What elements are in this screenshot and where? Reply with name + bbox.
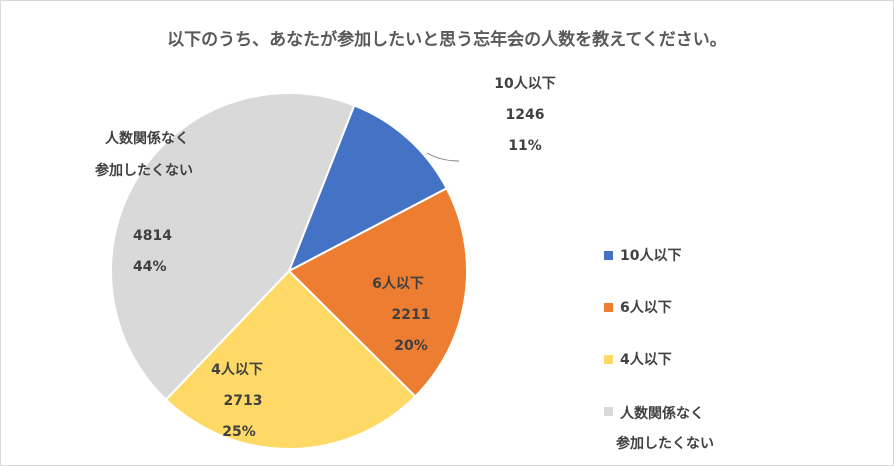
legend-swatch-4 xyxy=(604,355,613,364)
data-label-4: 4人以下 2713 25% xyxy=(197,355,277,448)
data-label-10-name: 10人以下 xyxy=(494,76,556,92)
data-label-none-name: 人数関係なく 参加したくない xyxy=(95,123,193,187)
data-label-10: 10人以下 1246 11% xyxy=(485,69,565,162)
legend-label-10: 10人以下 xyxy=(620,248,682,264)
legend-label-none-line1: 人数関係なく xyxy=(620,406,704,422)
legend-swatch-10 xyxy=(604,251,613,260)
pie-slice-none xyxy=(110,92,356,402)
data-label-none-percent: 44% xyxy=(133,259,167,275)
data-label-6: 6人以下 2211 20% xyxy=(353,269,443,362)
pie-slice-4 xyxy=(164,269,417,450)
data-label-none-value: 4814 xyxy=(133,228,172,244)
legend-label-4: 4人以下 xyxy=(620,352,672,368)
legend-swatch-6 xyxy=(604,303,613,312)
pie-slice-6 xyxy=(287,187,468,398)
pie-slice-10 xyxy=(287,104,449,274)
legend-label-none: 人数関係なく 参加したくない xyxy=(616,399,714,459)
data-label-6-value: 2211 xyxy=(391,307,431,323)
data-label-10-value: 1246 xyxy=(505,107,545,123)
data-label-4-percent: 25% xyxy=(222,424,256,440)
data-label-10-percent: 11% xyxy=(508,138,542,154)
data-label-none-line1: 人数関係なく xyxy=(105,131,189,147)
legend-label-none-line2: 参加したくない xyxy=(616,436,714,452)
data-label-6-name: 6人以下 xyxy=(372,276,424,292)
data-label-none-values: 4814 44% xyxy=(133,221,172,283)
data-label-4-name: 4人以下 xyxy=(211,362,263,378)
data-label-4-value: 2713 xyxy=(223,393,263,409)
legend-label-6: 6人以下 xyxy=(620,300,672,316)
data-label-6-percent: 20% xyxy=(394,338,428,354)
chart-title: 以下のうち、あなたが参加したいと思う忘年会の人数を教えてください。 xyxy=(167,30,727,50)
data-label-none-line2: 参加したくない xyxy=(95,163,193,179)
legend-swatch-none xyxy=(604,407,613,416)
leader-line-10 xyxy=(426,152,460,162)
